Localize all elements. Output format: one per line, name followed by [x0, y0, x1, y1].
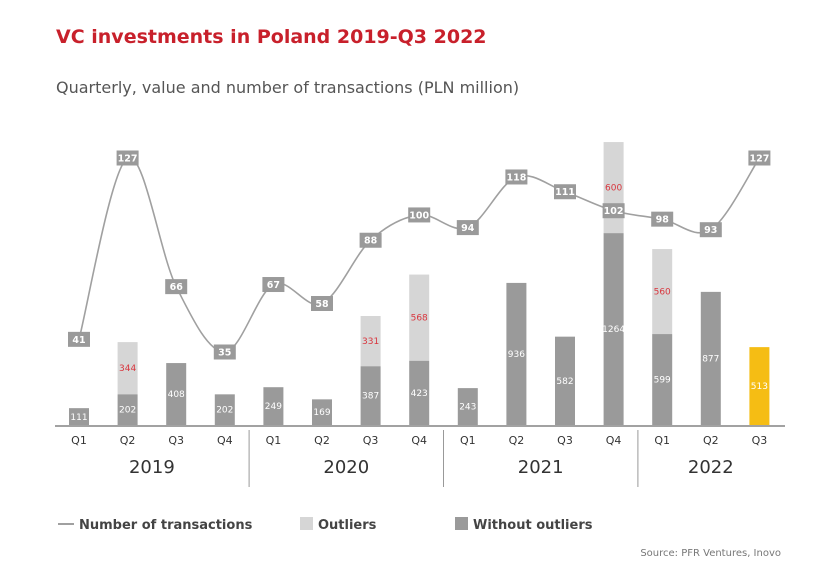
bar-value-label: 111 — [70, 413, 87, 423]
transaction-value-label: 127 — [118, 154, 138, 165]
year-label: 2021 — [518, 457, 564, 478]
transaction-value-label: 94 — [461, 223, 475, 234]
transactions-line — [78, 157, 761, 353]
quarter-tick-label: Q4 — [606, 434, 622, 447]
bar-without-outliers — [603, 233, 624, 425]
bar-without-outliers — [69, 408, 89, 425]
transaction-marker — [554, 184, 576, 200]
transaction-value-label: 35 — [218, 348, 231, 359]
transaction-value-label: 66 — [170, 282, 184, 293]
outlier-value-label: 568 — [411, 314, 428, 324]
bar-value-label: 513 — [751, 382, 768, 392]
transaction-value-label: 111 — [555, 187, 575, 198]
quarter-tick-label: Q3 — [557, 434, 573, 447]
transaction-marker — [456, 220, 479, 236]
bar-without-outliers — [263, 387, 284, 425]
bar-without-outliers — [652, 334, 673, 425]
transaction-value-label: 58 — [315, 299, 329, 310]
transaction-value-label: 41 — [72, 335, 85, 346]
bar-value-label: 936 — [508, 350, 525, 360]
transaction-marker — [651, 211, 674, 227]
bar-outliers — [360, 316, 381, 367]
bar-value-label: 243 — [459, 403, 476, 413]
quarter-tick-label: Q2 — [314, 434, 330, 447]
bar-without-outliers — [555, 336, 575, 425]
bar-without-outliers — [360, 366, 381, 425]
transaction-marker — [408, 207, 431, 223]
outlier-value-label: 560 — [654, 288, 671, 298]
bar-value-label: 1264 — [602, 325, 625, 335]
quarter-tick-label: Q1 — [71, 434, 87, 447]
bar-without-outliers — [506, 282, 527, 425]
quarter-tick-label: Q1 — [460, 434, 476, 447]
bar-outliers — [117, 342, 138, 395]
transaction-marker — [262, 277, 285, 293]
transaction-value-label: 98 — [656, 215, 670, 226]
bar-value-label: 599 — [654, 376, 671, 386]
quarter-tick-label: Q3 — [363, 434, 379, 447]
quarter-tick-label: Q3 — [752, 434, 768, 447]
bar-value-label: 169 — [313, 408, 330, 418]
transaction-marker — [359, 232, 382, 248]
bar-without-outliers — [700, 291, 721, 425]
bar-outliers — [409, 274, 430, 361]
transaction-value-label: 127 — [749, 154, 769, 165]
bar-value-label: 877 — [702, 354, 719, 364]
legend-label: Outliers — [318, 518, 377, 533]
quarter-tick-label: Q2 — [703, 434, 719, 447]
quarter-tick-label: Q4 — [217, 434, 233, 447]
quarter-tick-label: Q4 — [411, 434, 427, 447]
bar-value-label: 582 — [556, 377, 573, 387]
bar-without-outliers — [312, 399, 332, 425]
outlier-value-label: 600 — [605, 184, 622, 194]
bar-without-outliers — [409, 360, 430, 425]
transaction-marker — [116, 150, 139, 166]
chart-subtitle: Quarterly, value and number of transacti… — [56, 78, 520, 97]
bar-value-label: 202 — [216, 406, 233, 416]
legend-label: Without outliers — [473, 518, 593, 533]
year-label: 2020 — [323, 457, 369, 478]
transaction-value-label: 100 — [409, 210, 429, 221]
transaction-marker — [748, 150, 771, 166]
transaction-marker — [213, 344, 236, 360]
transaction-value-label: 102 — [604, 206, 624, 217]
bar-without-outliers — [749, 347, 770, 425]
transaction-value-label: 67 — [267, 280, 280, 291]
quarter-tick-label: Q2 — [509, 434, 525, 447]
legend-label: Number of transactions — [79, 518, 253, 533]
year-label: 2019 — [129, 457, 175, 478]
transaction-marker — [165, 279, 188, 295]
transaction-value-label: 93 — [704, 225, 717, 236]
transaction-marker — [505, 169, 528, 185]
transaction-value-label: 118 — [506, 172, 526, 183]
transaction-marker — [311, 296, 333, 311]
transaction-marker — [68, 331, 90, 347]
bar-without-outliers — [457, 388, 478, 425]
bar-outliers — [652, 249, 673, 335]
bar-value-label: 387 — [362, 392, 379, 402]
transaction-marker — [602, 203, 625, 219]
outlier-value-label: 344 — [119, 364, 136, 374]
legend-swatch-without-outliers — [455, 517, 468, 530]
bar-without-outliers — [214, 394, 235, 425]
bar-without-outliers — [117, 394, 138, 425]
source-note: Source: PFR Ventures, Inovo — [640, 548, 781, 559]
bar-value-label: 423 — [411, 389, 428, 399]
transaction-marker — [699, 222, 722, 238]
quarter-tick-label: Q2 — [120, 434, 136, 447]
bar-value-label: 202 — [119, 406, 136, 416]
bar-without-outliers — [166, 363, 187, 425]
chart-title: VC investments in Poland 2019-Q3 2022 — [56, 26, 487, 48]
year-label: 2022 — [688, 457, 734, 478]
bar-value-label: 249 — [265, 402, 282, 412]
quarter-tick-label: Q1 — [266, 434, 282, 447]
quarter-tick-label: Q1 — [654, 434, 670, 447]
outlier-value-label: 331 — [362, 337, 379, 347]
quarter-tick-label: Q3 — [168, 434, 184, 447]
bar-value-label: 408 — [168, 390, 185, 400]
transaction-value-label: 88 — [364, 236, 378, 247]
legend-swatch-outliers — [300, 517, 313, 530]
